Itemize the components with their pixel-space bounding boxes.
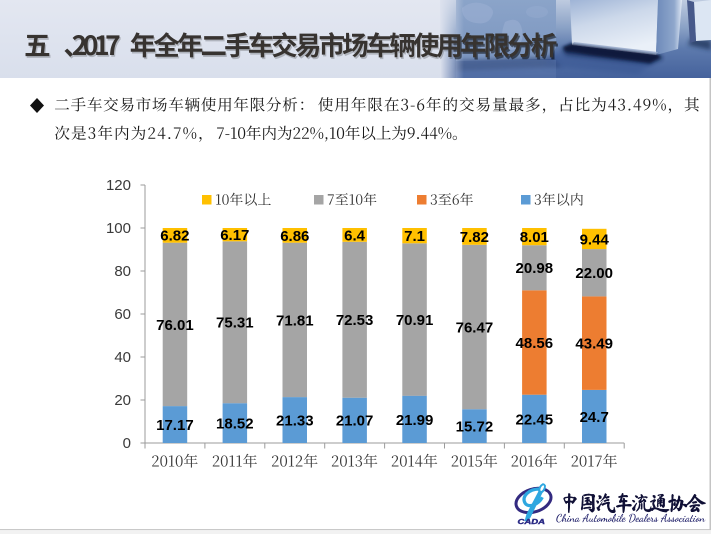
svg-text:40: 40 [114,349,131,366]
svg-text:24.7: 24.7 [580,409,609,426]
svg-text:6.82: 6.82 [160,228,189,245]
svg-text:22.45: 22.45 [516,411,554,428]
svg-text:43.49: 43.49 [575,336,613,353]
svg-text:100: 100 [106,220,131,237]
svg-text:48.56: 48.56 [516,335,554,352]
svg-text:76.01: 76.01 [156,317,194,334]
svg-text:17.17: 17.17 [156,417,194,434]
svg-text:76.47: 76.47 [456,319,494,336]
svg-text:20: 20 [114,392,131,409]
svg-text:6.86: 6.86 [280,228,309,245]
svg-text:8.01: 8.01 [520,229,549,246]
svg-text:22.00: 22.00 [575,265,613,282]
svg-text:80: 80 [114,263,131,280]
svg-text:CADA: CADA [518,517,546,526]
svg-text:7.1: 7.1 [404,228,425,245]
svg-text:75.31: 75.31 [216,315,254,332]
svg-text:71.81: 71.81 [276,312,314,329]
svg-text:6.17: 6.17 [220,227,249,244]
svg-text:21.33: 21.33 [276,413,314,430]
svg-text:15.72: 15.72 [456,419,494,436]
svg-text:9.44: 9.44 [580,231,610,248]
svg-text:70.91: 70.91 [396,312,434,329]
svg-text:0: 0 [123,435,131,452]
svg-text:72.53: 72.53 [336,312,374,329]
svg-text:7.82: 7.82 [460,229,489,246]
svg-text:18.52: 18.52 [216,416,254,433]
svg-text:6.4: 6.4 [344,227,366,244]
svg-text:20.98: 20.98 [516,260,554,277]
svg-text:21.07: 21.07 [336,413,374,430]
svg-text:60: 60 [114,306,131,323]
svg-text:21.99: 21.99 [396,412,434,429]
svg-text:120: 120 [106,177,131,194]
